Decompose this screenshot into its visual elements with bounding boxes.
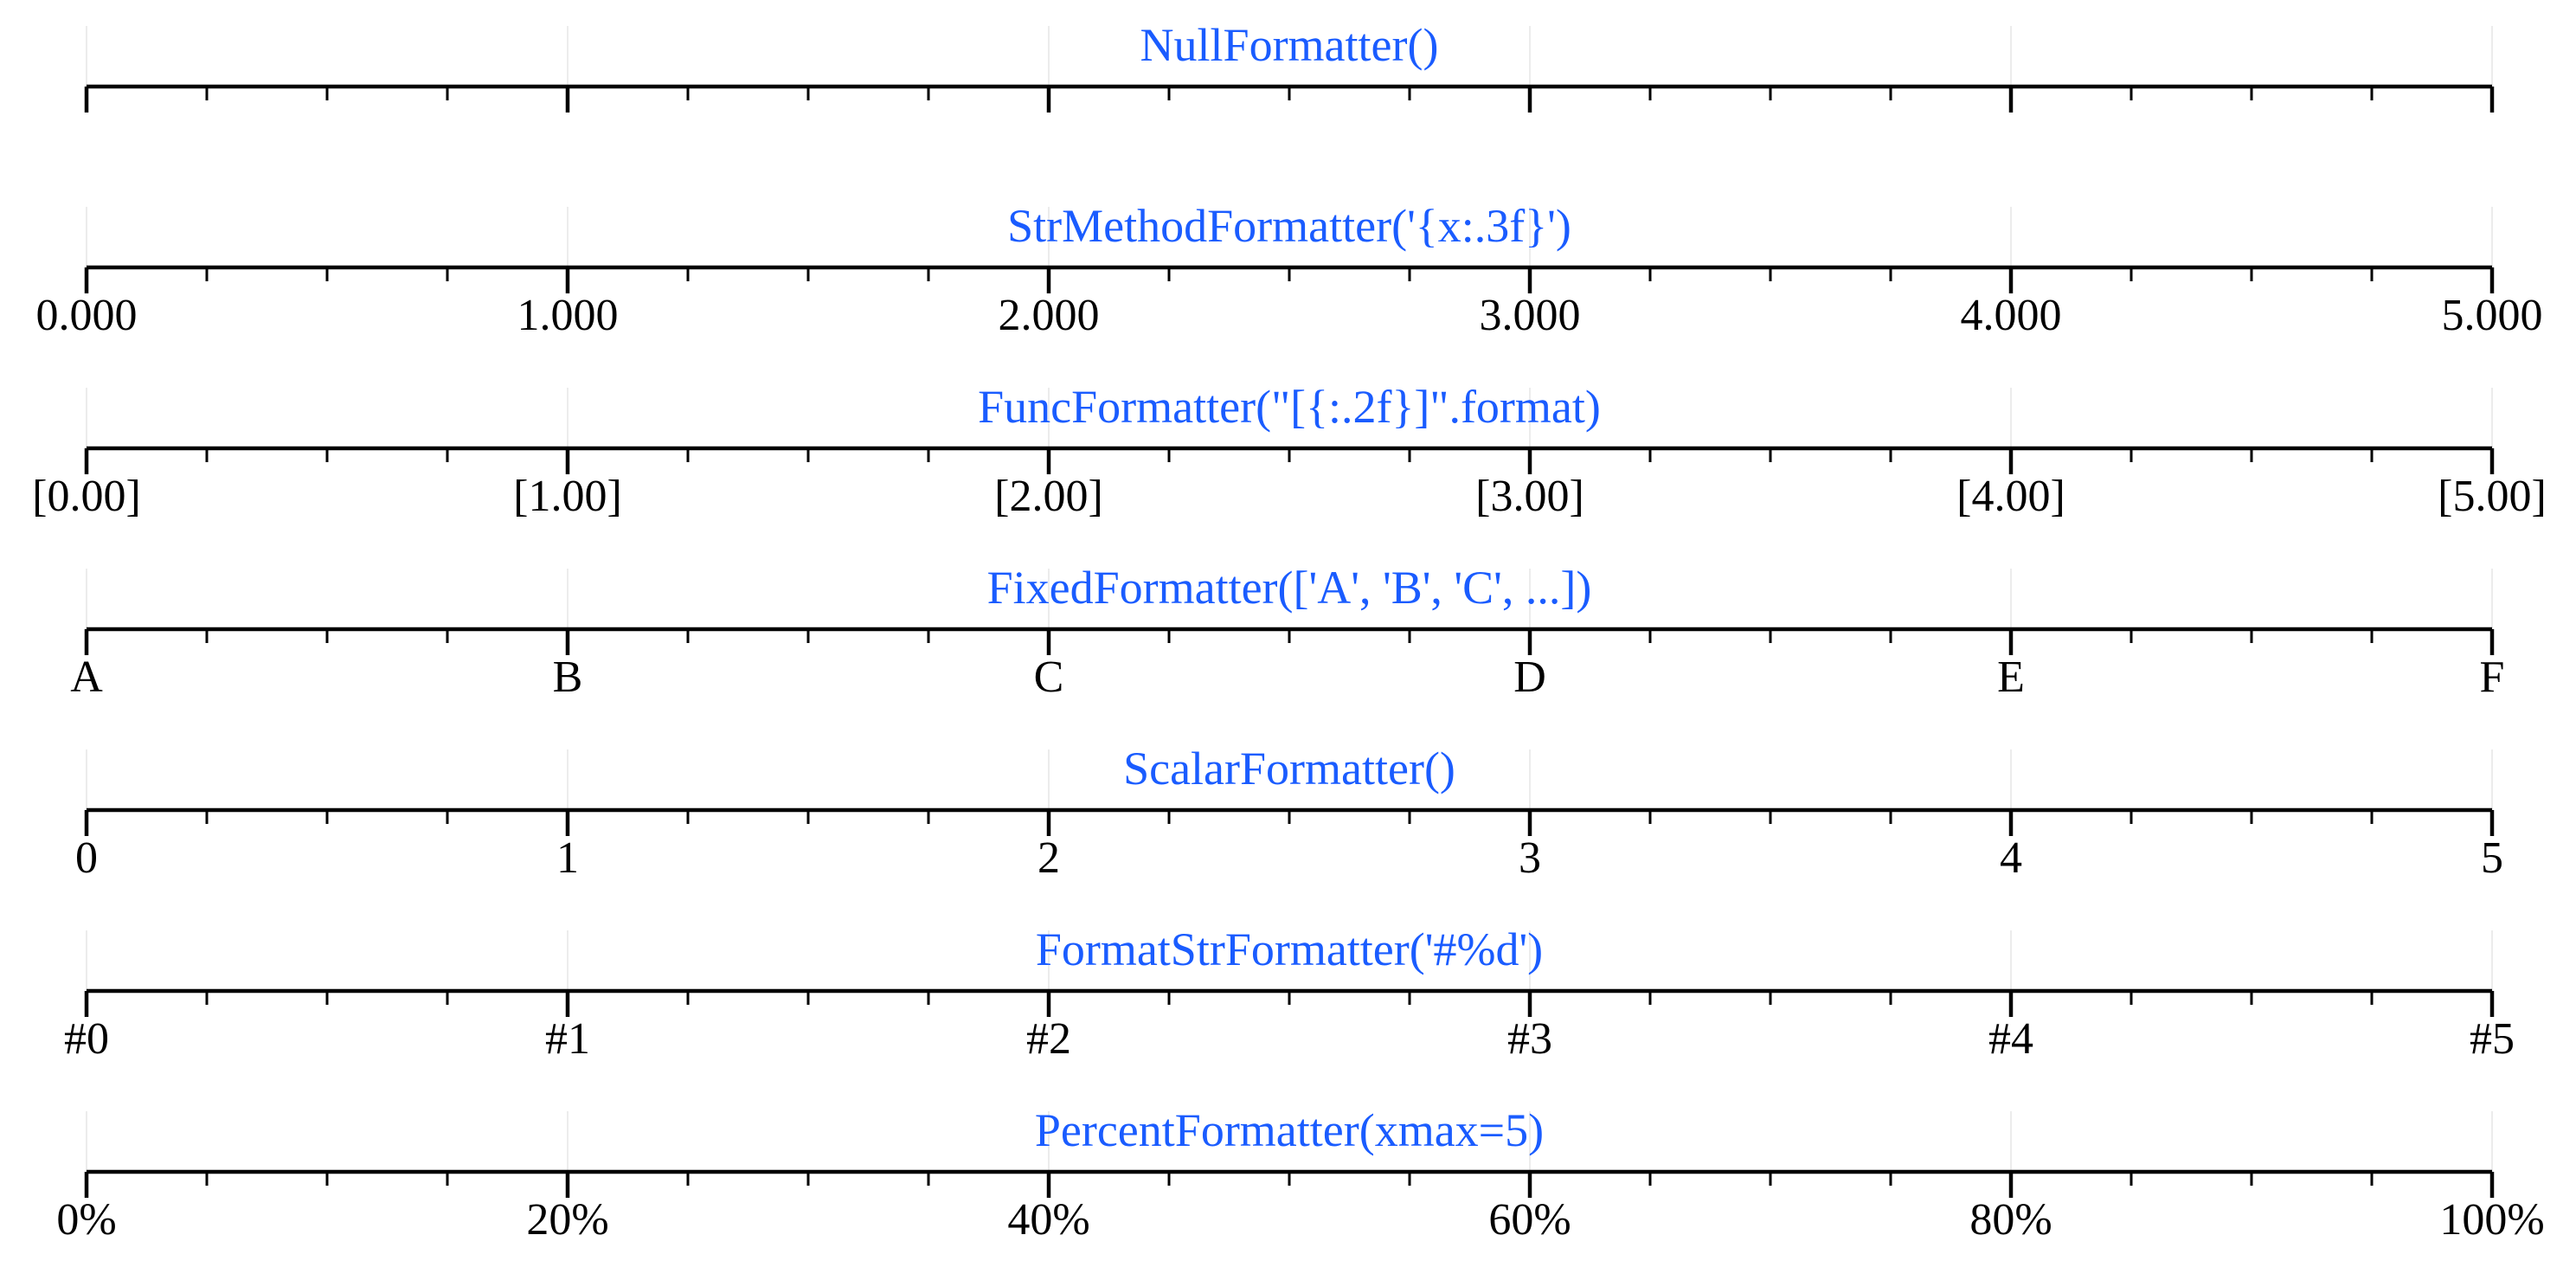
tick-label: #3 [1507,1014,1552,1064]
formatter-panel: FormatStrFormatter('#%d') #0 #1 #2 #3 #4 #5 [64,923,2515,1064]
tick-label: #5 [2470,1014,2515,1064]
tick-label: 4 [2000,833,2022,883]
tick-label: [5.00] [2438,472,2547,521]
tick-label: #4 [1988,1014,2033,1064]
tick-label: [3.00] [1475,472,1584,521]
tick-label: 0% [56,1195,116,1245]
formatter-panel: StrMethodFormatter('{x:.3f}') 0.000 1.000 2… [36,200,2543,340]
tick-label: 5.000 [2442,291,2543,340]
panel-title: FormatStrFormatter('#%d') [1036,923,1543,975]
formatter-panel: FuncFormatter("[{:.2f}]".format) [0.00] [1… [32,381,2547,521]
tick-label: 2.000 [999,291,1100,340]
tick-label: 4.000 [1961,291,2062,340]
formatter-panel: PercentFormatter(xmax=5) 0% 20% 40% 60% 80% 10… [56,1104,2544,1245]
tick-label: 3 [1519,833,1541,883]
tick-label: 20% [526,1195,608,1245]
tick-label: E [1997,653,2025,702]
panel-title: PercentFormatter(xmax=5) [1035,1104,1544,1156]
tick-label: #2 [1026,1014,1071,1064]
tick-label: A [70,653,103,702]
tick-label: 0 [75,833,98,883]
tick-label: 2 [1037,833,1060,883]
panel-title: FixedFormatter(['A', 'B', 'C', ...]) [987,562,1592,614]
tick-label: C [1034,653,1064,702]
tick-label: F [2480,653,2505,702]
tick-label: 1.000 [517,291,619,340]
formatter-panel: ScalarFormatter() 0 1 2 3 4 5 [75,743,2503,883]
tick-label: #0 [64,1014,109,1064]
tick-label: 0.000 [36,291,138,340]
formatter-panel: FixedFormatter(['A', 'B', 'C', ...]) A B C D… [70,562,2504,702]
tick-label: #1 [545,1014,590,1064]
tick-label: 5 [2481,833,2503,883]
formatter-panel: NullFormatter() [84,19,2495,113]
tick-label: 80% [1969,1195,2052,1245]
tick-label: 100% [2439,1195,2544,1245]
tick-label: [2.00] [994,472,1103,521]
tick-label: [1.00] [513,472,622,521]
tick-label: D [1513,653,1546,702]
tick-label: [4.00] [1956,472,2065,521]
tick-label: [0.00] [32,472,141,521]
tick-label: B [553,653,583,702]
tick-label: 60% [1488,1195,1571,1245]
tick-label: 3.000 [1480,291,1581,340]
panel-title: NullFormatter() [1140,19,1439,71]
panel-title: ScalarFormatter() [1123,743,1455,794]
panel-title: StrMethodFormatter('{x:.3f}') [1007,200,1571,252]
tick-label: 1 [556,833,579,883]
panel-title: FuncFormatter("[{:.2f}]".format) [978,381,1601,433]
tick-label: 40% [1007,1195,1089,1245]
